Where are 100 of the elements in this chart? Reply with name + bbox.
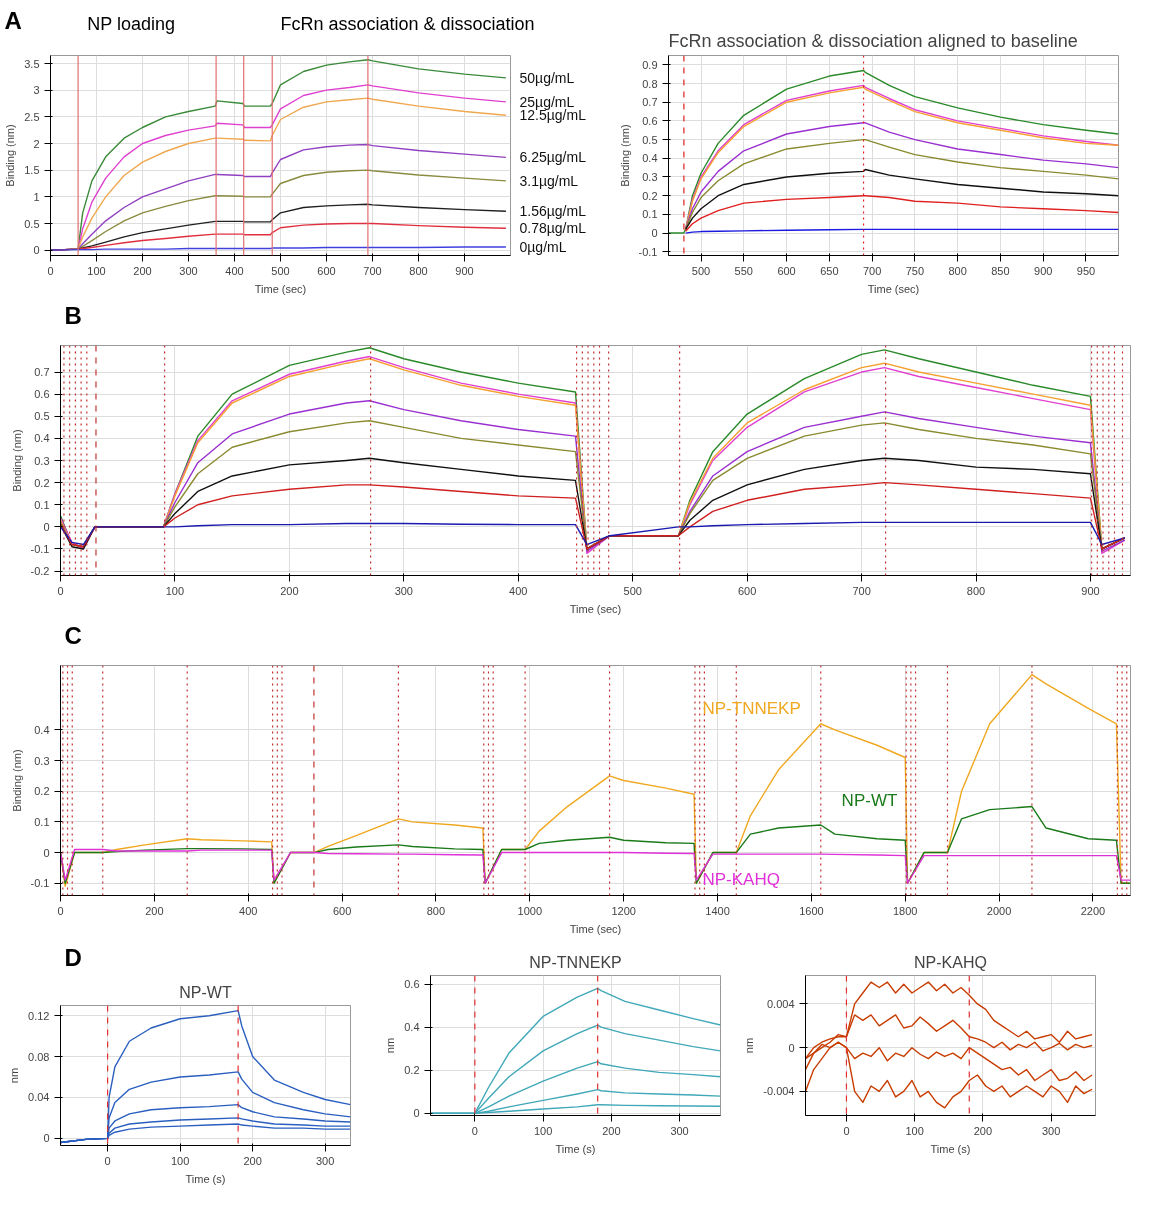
x-tick-label: 600 — [332, 904, 352, 917]
y-tick-label: 2.5 — [24, 110, 40, 123]
text: C — [64, 621, 82, 649]
y-tick-label: 0 — [651, 227, 658, 240]
x-tick-label: 100 — [905, 1124, 924, 1137]
x-tick-label: 300 — [1041, 1124, 1061, 1137]
y-tick-label: 0.4 — [34, 432, 50, 445]
chart-title: NP-WT — [179, 983, 232, 1001]
x-axis-title: Time (sec) — [867, 282, 920, 295]
x-axis-title: Time (sec) — [569, 922, 622, 935]
x-tick-label: 400 — [239, 904, 258, 917]
y-tick-label: 0.3 — [34, 754, 50, 767]
series-label: 25µg/mL — [519, 93, 575, 110]
x-tick-label: 850 — [991, 264, 1010, 277]
y-tick-label: 0.1 — [642, 208, 658, 221]
y-tick-label: 2 — [33, 137, 40, 150]
y-tick-label: 0.6 — [34, 388, 50, 401]
y-tick-label: 0 — [33, 244, 40, 257]
series-label: 6.25µg/mL — [519, 149, 587, 166]
y-axis-title: Binding (nm) — [618, 124, 631, 187]
x-tick-label: 600 — [777, 264, 796, 277]
x-tick-label: 550 — [734, 264, 753, 277]
y-tick-label: 0.3 — [642, 171, 658, 183]
y-tick-label: 0.04 — [28, 1091, 50, 1104]
y-axis-title: Binding (nm) — [4, 124, 17, 187]
series-label: NP-TNNEKP — [702, 699, 801, 719]
x-tick-label: 1200 — [611, 904, 636, 917]
y-tick-label: 0.004 — [766, 997, 795, 1010]
series-label: 50µg/mL — [519, 69, 575, 86]
y-axis-title: nm — [8, 1067, 21, 1084]
y-tick-label: 0.5 — [642, 133, 658, 146]
y-tick-label: 1 — [33, 190, 40, 203]
chart-title: FcRn association & dissociation aligned to baseline — [668, 30, 1078, 51]
series-label: NP-KAHQ — [702, 869, 780, 889]
chart-title: NP-KAHQ — [914, 953, 987, 971]
x-tick-label: 700 — [862, 264, 882, 277]
y-tick-label: 3.5 — [24, 57, 40, 70]
x-tick-label: 200 — [243, 1154, 262, 1167]
y-tick-label: -0.1 — [30, 877, 50, 890]
series-label: 3.1µg/mL — [519, 172, 579, 189]
x-tick-label: 800 — [966, 584, 986, 597]
x-tick-label: 750 — [905, 264, 925, 277]
y-tick-label: 0.6 — [642, 114, 658, 127]
chart-title: NP-TNNEKP — [529, 953, 622, 971]
y-tick-label: 0 — [413, 1107, 420, 1120]
x-tick-label: 300 — [394, 584, 413, 597]
x-tick-label: 100 — [165, 584, 185, 597]
series-label: 0.78µg/mL — [519, 220, 587, 237]
y-axis-title: Binding (nm) — [10, 749, 23, 812]
y-axis-title: nm — [743, 1037, 756, 1054]
x-tick-label: 200 — [280, 584, 299, 597]
x-tick-label: 1800 — [893, 904, 918, 917]
y-tick-label: 0.08 — [28, 1050, 50, 1063]
x-tick-label: 900 — [1081, 584, 1100, 597]
y-tick-label: 0.7 — [642, 96, 658, 109]
x-tick-label: 650 — [820, 264, 839, 277]
y-axis-title: nm — [384, 1037, 397, 1054]
x-tick-label: 500 — [271, 264, 290, 277]
y-tick-label: 0 — [43, 1132, 50, 1145]
y-tick-label: 0 — [43, 846, 50, 859]
y-tick-label: -0.1 — [638, 245, 658, 258]
y-tick-label: 0.4 — [34, 723, 50, 736]
text: NP loading — [87, 13, 176, 34]
y-tick-label: 0.1 — [34, 498, 50, 511]
x-tick-label: 800 — [948, 264, 967, 277]
y-tick-label: 0.8 — [642, 77, 658, 90]
x-tick-label: 500 — [691, 264, 711, 277]
x-tick-label: 950 — [1076, 264, 1096, 277]
x-tick-label: 0 — [104, 1154, 111, 1167]
x-tick-label: 0 — [57, 904, 64, 917]
series-label: 0µg/mL — [519, 238, 567, 255]
x-axis-title: Time (s) — [930, 1142, 971, 1155]
x-tick-label: 600 — [317, 264, 336, 277]
x-axis-title: Time (s) — [185, 1172, 226, 1185]
x-tick-label: 2200 — [1080, 904, 1106, 917]
y-tick-label: 1.5 — [24, 164, 40, 177]
x-tick-label: 100 — [87, 264, 106, 277]
x-tick-label: 700 — [852, 584, 871, 597]
x-tick-label: 800 — [409, 264, 428, 277]
y-tick-label: 0.5 — [24, 217, 40, 230]
x-tick-label: 900 — [1034, 264, 1053, 277]
x-tick-label: 300 — [670, 1124, 689, 1137]
y-tick-label: 0.2 — [642, 189, 658, 202]
x-tick-label: 200 — [133, 264, 152, 277]
y-tick-label: 0.12 — [28, 1009, 50, 1022]
y-tick-label: 0.3 — [34, 454, 50, 467]
series-label: 1.56µg/mL — [519, 203, 587, 220]
x-tick-label: 1600 — [799, 904, 824, 917]
x-tick-label: 1000 — [517, 904, 543, 917]
y-tick-label: 0.4 — [404, 1021, 420, 1034]
x-tick-label: 1400 — [705, 904, 730, 917]
x-tick-label: 500 — [623, 584, 642, 597]
text: D — [64, 943, 82, 971]
y-tick-label: 0.9 — [642, 58, 658, 71]
y-tick-label: -0.1 — [30, 542, 50, 555]
y-tick-label: -0.004 — [763, 1085, 795, 1098]
x-tick-label: 100 — [533, 1124, 553, 1137]
text: A — [4, 6, 22, 34]
y-tick-label: 0.1 — [34, 815, 50, 828]
x-tick-label: 0 — [471, 1124, 478, 1137]
